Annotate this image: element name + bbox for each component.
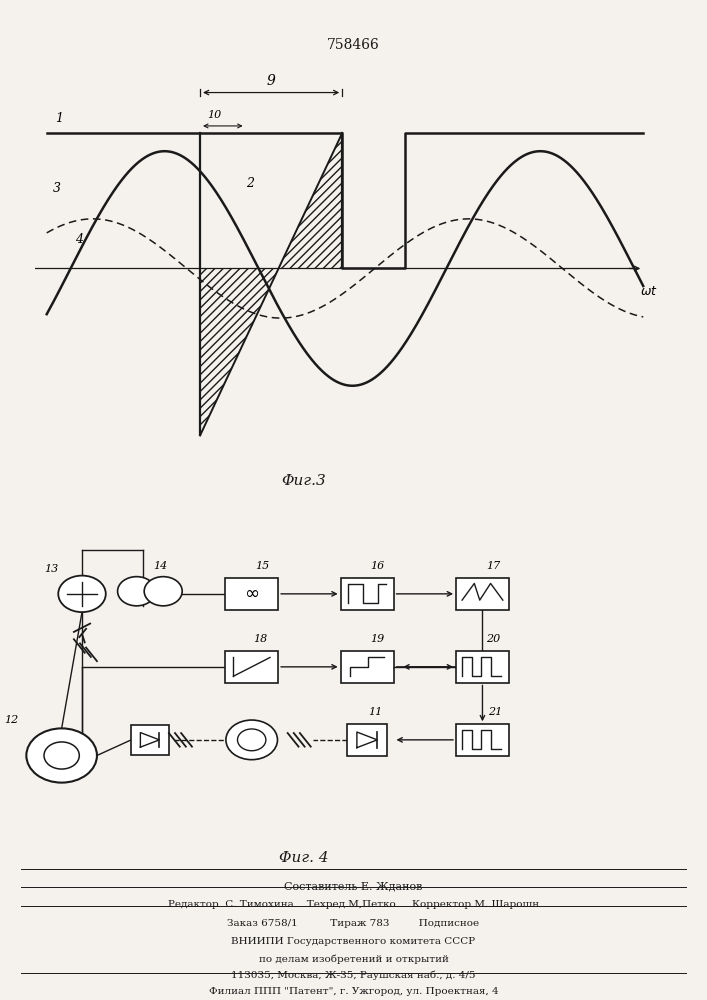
Circle shape [238,729,266,751]
Text: 21: 21 [488,707,502,717]
Bar [226,578,278,609]
Text: 9: 9 [267,74,276,88]
Circle shape [44,742,79,769]
Bar [456,578,509,609]
Text: 758466: 758466 [327,38,380,52]
Circle shape [226,720,277,760]
Text: $\infty$: $\infty$ [244,584,259,602]
Text: $\omega t$: $\omega t$ [641,285,658,298]
Text: 19: 19 [370,634,385,644]
Text: 16: 16 [370,561,385,571]
Circle shape [144,577,182,606]
Text: 113035, Москва, Ж-35, Раушская наб., д. 4/5: 113035, Москва, Ж-35, Раушская наб., д. … [231,970,476,980]
Circle shape [117,577,156,606]
Text: 17: 17 [486,561,500,571]
Text: 11: 11 [368,707,382,717]
Text: Заказ 6758/1          Тираж 783         Подписное: Заказ 6758/1 Тираж 783 Подписное [228,919,479,928]
Text: 3: 3 [52,182,60,195]
Text: 13: 13 [45,564,59,574]
Text: 12: 12 [4,715,18,725]
Text: 15: 15 [255,561,269,571]
Text: Редактор  С. Тимохина    Техред М,Петко     Корректор М. Шарошн: Редактор С. Тимохина Техред М,Петко Корр… [168,900,539,909]
Text: Φиг. 4: Φиг. 4 [279,851,329,865]
Circle shape [58,576,106,612]
Text: по делам изобретений и открытий: по делам изобретений и открытий [259,954,448,964]
Bar [346,724,387,756]
Bar [226,651,278,682]
Text: Филиал ППП "Патент", г. Ужгород, ул. Проектная, 4: Филиал ППП "Патент", г. Ужгород, ул. Про… [209,986,498,996]
Bar [341,578,394,609]
Text: 4: 4 [75,233,83,246]
Bar [132,725,168,755]
Text: 18: 18 [253,634,267,644]
Text: Φиг.3: Φиг.3 [281,474,327,488]
Text: 1: 1 [55,112,63,125]
Text: Составитель Е. Жданов: Составитель Е. Жданов [284,881,423,891]
Text: ВНИИПИ Государственного комитета СССР: ВНИИПИ Государственного комитета СССР [231,937,476,946]
Bar [341,651,394,682]
Bar [456,651,509,682]
Text: 10: 10 [207,110,221,120]
Text: 2: 2 [245,177,254,190]
Bar [456,724,509,756]
Circle shape [26,728,97,783]
Text: 20: 20 [486,634,500,644]
Text: 14: 14 [153,561,168,571]
